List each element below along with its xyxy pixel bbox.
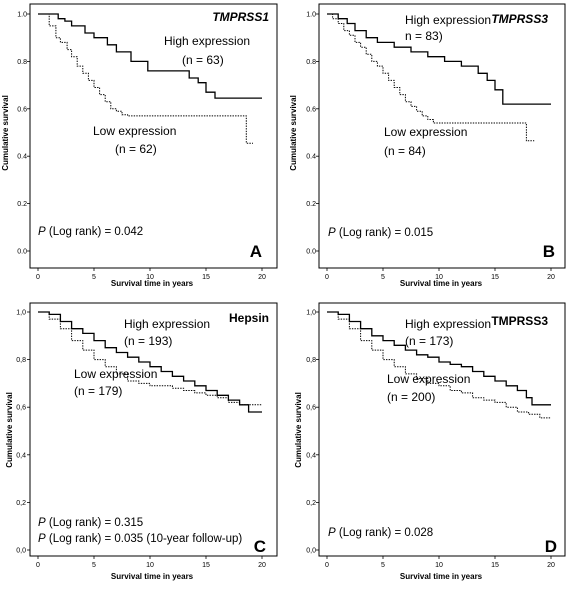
x-tick-label: 10 (146, 274, 154, 281)
y-tick-label: 0.4 (306, 154, 316, 161)
y-tick-label: 0,2 (306, 500, 316, 507)
y-tick-label: 0,6 (306, 405, 316, 412)
y-tick-label: 0,8 (16, 357, 26, 364)
plot-frame (318, 302, 566, 557)
x-tick-label: 0 (36, 274, 40, 281)
x-tick-label: 5 (381, 274, 385, 281)
p-value-text: P (Log rank) = 0.315 (38, 517, 143, 529)
x-tick-label: 5 (92, 562, 96, 569)
y-tick-label: 0,6 (16, 405, 26, 412)
panel-letter: B (543, 242, 555, 261)
y-tick-label: 0.2 (306, 201, 316, 208)
x-axis-title: Survival time in years (111, 279, 194, 288)
high-expression-n: (n = 173) (405, 334, 453, 348)
x-tick-label: 0 (325, 274, 329, 281)
x-tick-label: 0 (325, 562, 329, 569)
panel-letter: D (545, 537, 557, 556)
low-expression-n: (n = 62) (115, 142, 157, 156)
y-tick-label: 0,2 (16, 500, 26, 507)
panel-b: 0.0 0.2 0.4 0.6 0.8 1.0 0 5 10 15 20 Survival time … (289, 3, 566, 288)
high-expression-n: (n = 63) (182, 53, 224, 67)
gene-label: Hepsin (229, 311, 269, 325)
y-tick-label: 1.0 (306, 12, 316, 19)
low-expression-n: (n = 200) (387, 390, 435, 404)
y-tick-label: 0,8 (306, 357, 316, 364)
x-axis-title: Survival time in years (400, 572, 483, 581)
y-tick-label: 0.8 (306, 59, 316, 66)
high-expression-curve (38, 13, 262, 99)
high-expression-n: n = 83) (405, 29, 443, 43)
high-expression-n: (n = 193) (124, 334, 172, 348)
y-tick-label: 0.2 (17, 201, 27, 208)
y-axis-title: Cumulative survival (5, 392, 14, 468)
panel-letter: C (254, 537, 266, 556)
x-tick-label: 15 (491, 274, 499, 281)
x-tick-label: 10 (435, 562, 443, 569)
x-tick-label: 15 (491, 562, 499, 569)
y-tick-label: 0.8 (17, 59, 27, 66)
plot-frame (29, 3, 278, 269)
p-value-text: P (Log rank) = 0.028 (328, 527, 433, 539)
high-expression-curve (327, 311, 551, 406)
y-tick-label: 1,0 (16, 310, 26, 317)
y-tick-label: 1.0 (17, 12, 27, 19)
y-tick-label: 0,0 (306, 548, 316, 555)
x-tick-label: 20 (258, 274, 266, 281)
x-tick-label: 10 (146, 562, 154, 569)
high-expression-curve (327, 13, 551, 105)
y-tick-label: 0.0 (306, 249, 316, 256)
y-axis-title: Cumulative survival (294, 392, 303, 468)
high-expression-label: High expression (164, 34, 250, 48)
low-expression-label: Low expression (93, 124, 176, 138)
panel-c: 0,0 0,2 0,4 0,6 0,8 1,0 0 5 10 15 20 Survival time … (5, 302, 278, 581)
low-expression-label: Low expression (384, 125, 467, 139)
p-value-text: P (Log rank) = 0.015 (328, 227, 433, 239)
panel-letter: A (250, 242, 262, 261)
x-axis-title: Survival time in years (400, 279, 483, 288)
plot-frame (29, 302, 278, 557)
p-value-text: P (Log rank) = 0.042 (38, 226, 143, 238)
plot-frame (318, 3, 566, 269)
x-tick-label: 15 (202, 562, 210, 569)
low-expression-n: (n = 84) (384, 144, 426, 158)
x-tick-label: 20 (547, 274, 555, 281)
y-tick-label: 0.6 (17, 106, 27, 113)
low-expression-n: (n = 179) (74, 384, 122, 398)
x-tick-label: 10 (435, 274, 443, 281)
x-axis-title: Survival time in years (111, 572, 194, 581)
y-tick-label: 0.0 (17, 249, 27, 256)
x-tick-label: 5 (381, 562, 385, 569)
gene-label: TMPRSS3 (491, 12, 548, 26)
y-tick-label: 0.6 (306, 106, 316, 113)
low-expression-curve (327, 311, 551, 419)
high-expression-label: High expression (405, 317, 491, 331)
panel-d: 0,0 0,2 0,4 0,6 0,8 1,0 0 5 10 15 20 Survival time … (294, 302, 566, 581)
y-axis-title: Cumulative survival (1, 95, 10, 171)
x-tick-label: 20 (258, 562, 266, 569)
y-tick-label: 0,4 (16, 452, 26, 459)
y-tick-label: 0,4 (306, 452, 316, 459)
y-tick-label: 0,0 (16, 548, 26, 555)
p-value-text: P (Log rank) = 0.035 (10-year follow-up) (38, 533, 242, 545)
high-expression-label: High expression (124, 317, 210, 331)
high-expression-curve (38, 311, 262, 413)
x-tick-label: 0 (36, 562, 40, 569)
x-tick-label: 15 (202, 274, 210, 281)
gene-label: TMPRSS1 (212, 10, 269, 24)
x-tick-label: 5 (92, 274, 96, 281)
low-expression-label: Low expression (387, 372, 470, 386)
low-expression-label: Low expression (74, 367, 157, 381)
y-axis-title: Cumulative survival (289, 95, 298, 171)
panel-a: 0.0 0.2 0.4 0.6 0.8 1.0 0 5 10 15 20 Survival time … (1, 3, 278, 288)
high-expression-label: High expression (405, 13, 491, 27)
y-tick-label: 0.4 (17, 154, 27, 161)
low-expression-curve (38, 311, 262, 406)
low-expression-curve (327, 13, 535, 142)
y-tick-label: 1,0 (306, 310, 316, 317)
x-tick-label: 20 (547, 562, 555, 569)
gene-label: TMPRSS3 (491, 314, 548, 328)
